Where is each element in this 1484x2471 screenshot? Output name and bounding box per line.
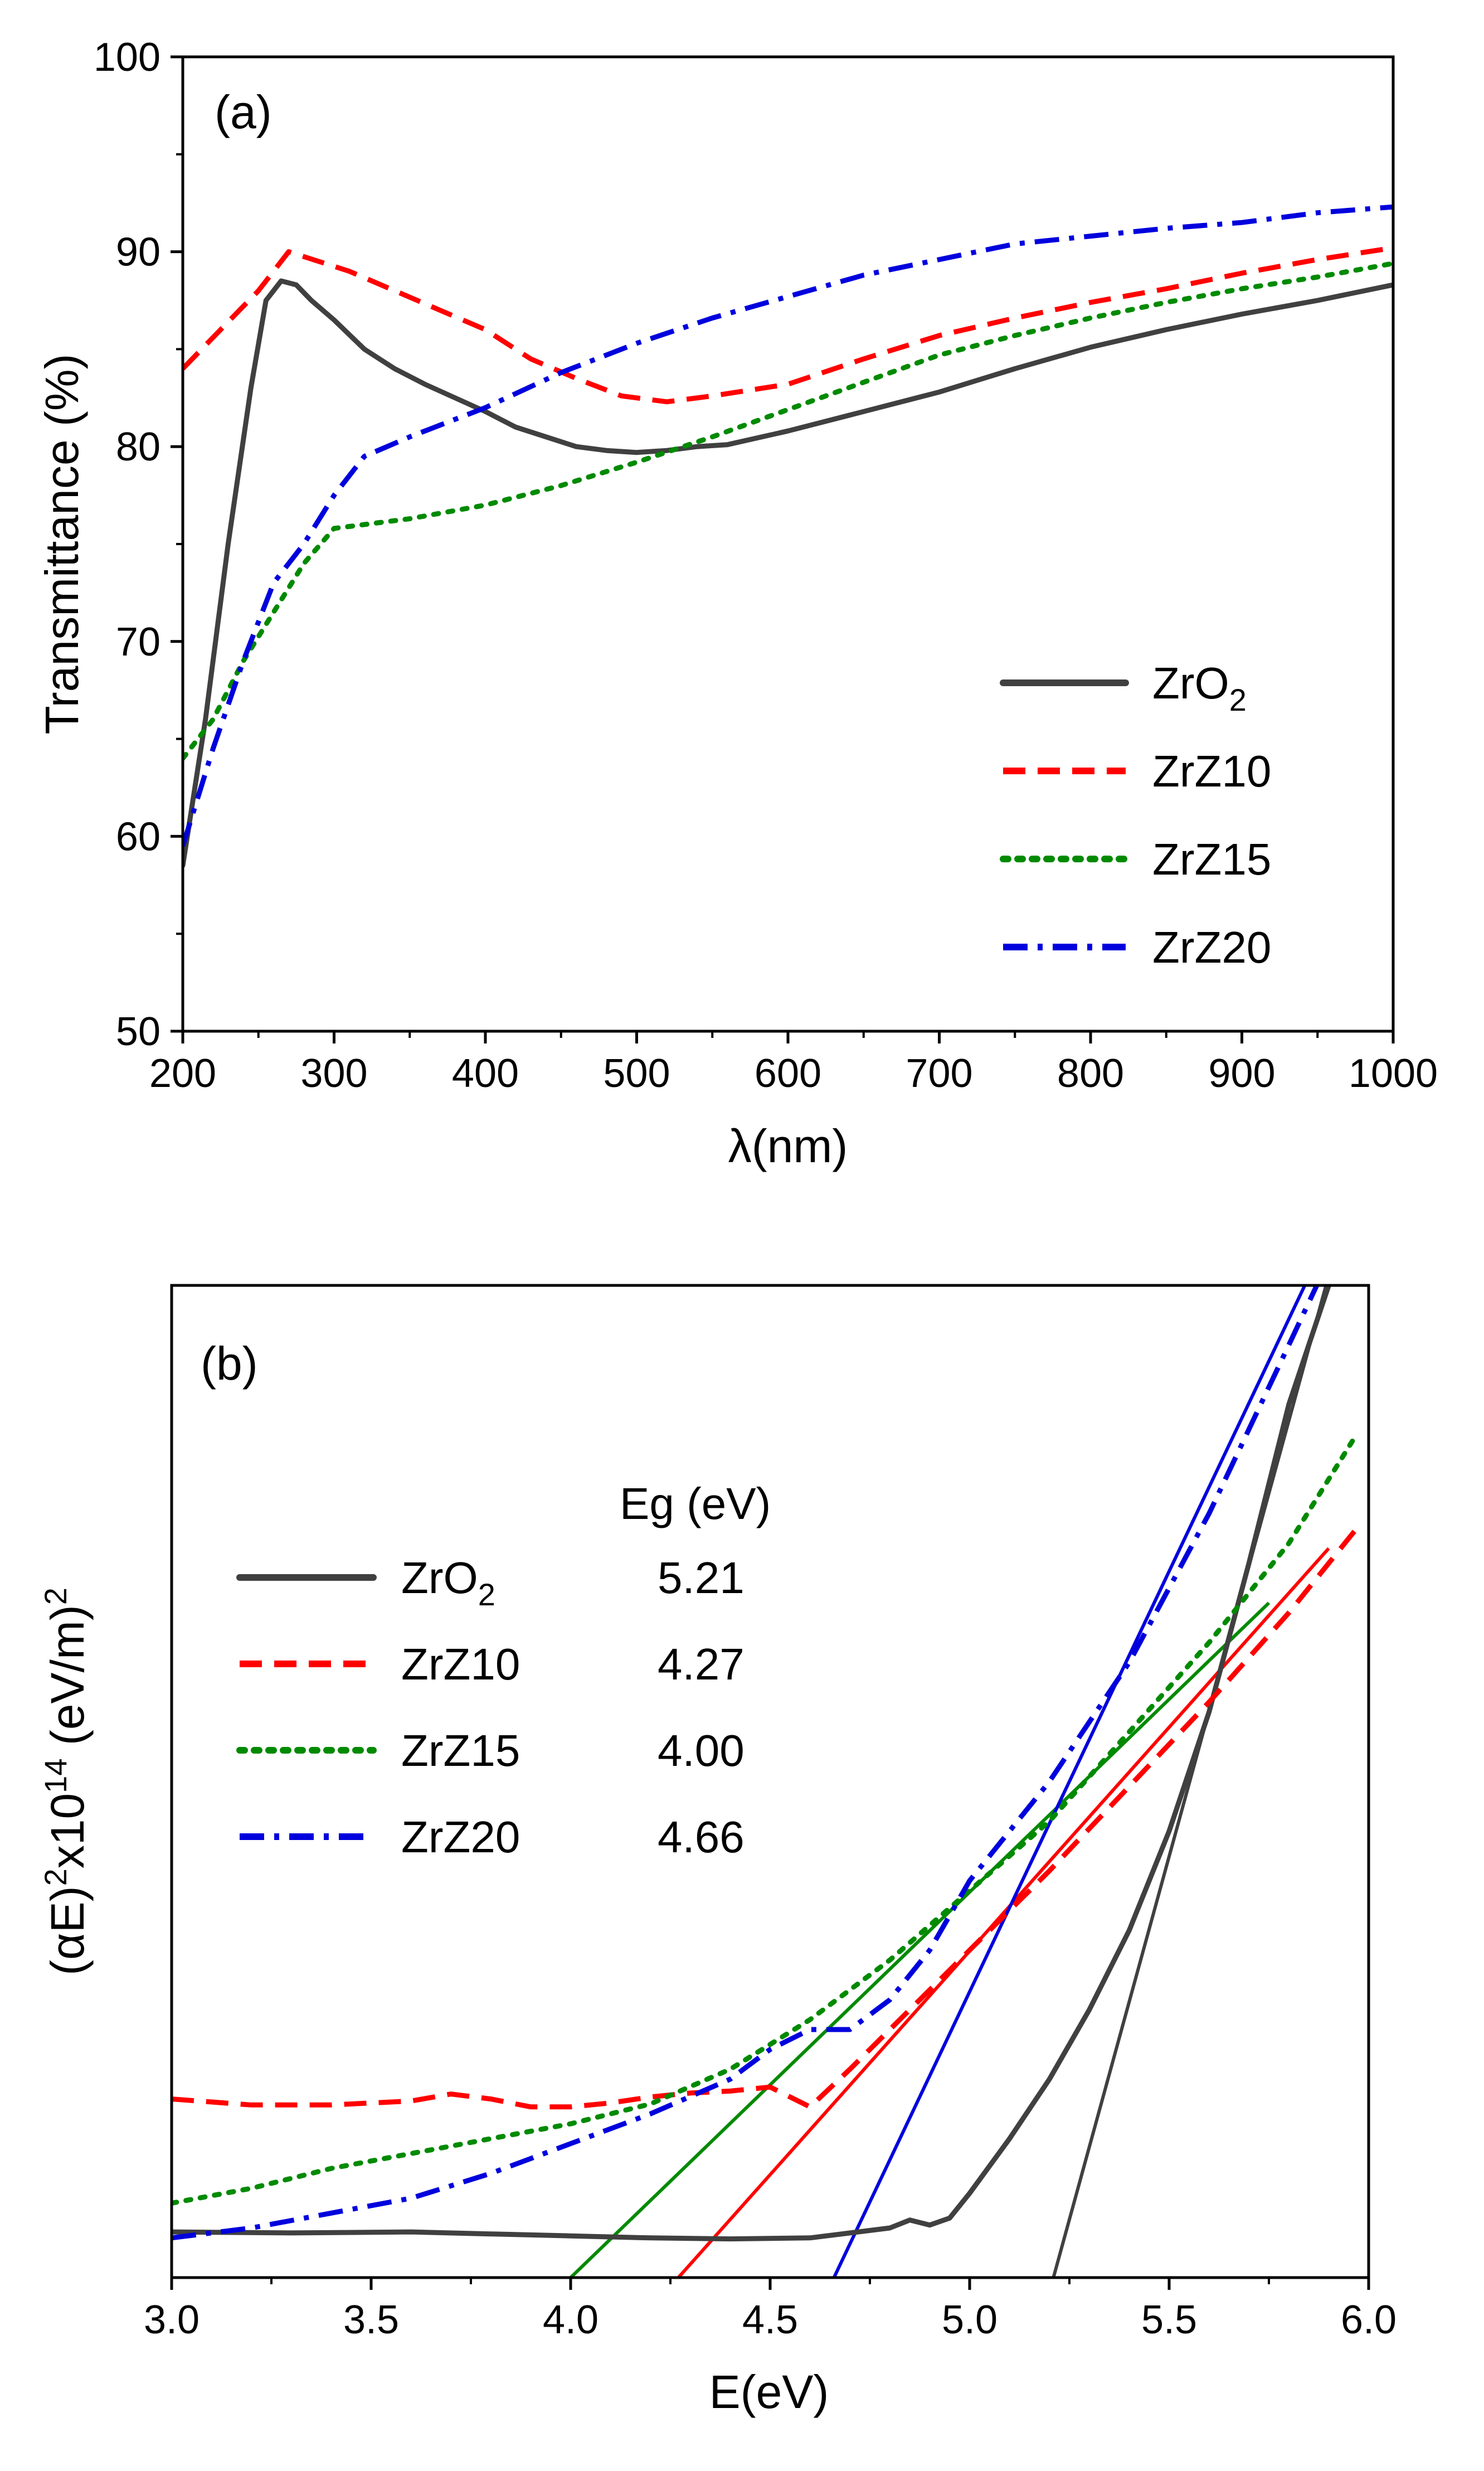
panel-a-y-axis-title: Transmittance (%) (36, 353, 88, 734)
x-tick-label: 3.0 (144, 2298, 200, 2342)
legend-label-main: ZrZ20 (1152, 923, 1271, 972)
panel-a-label: (a) (215, 86, 272, 138)
legend-label-main: ZrZ20 (401, 1812, 520, 1862)
legend-label-main: ZrZ15 (401, 1726, 520, 1775)
legend-label-main: ZrO (401, 1553, 478, 1603)
panel-b-y-axis-title: (αE)2x1014 (eV/m)2 (38, 1588, 94, 1975)
legend-label-zrz10: ZrZ10 (401, 1639, 520, 1689)
y-title-part-2: x10 (41, 1793, 94, 1868)
y-tick-label: 60 (116, 814, 160, 859)
x-tick-label: 600 (755, 1051, 821, 1096)
x-tick-label: 700 (906, 1051, 972, 1096)
x-tick-label: 1000 (1349, 1051, 1438, 1096)
panel-a-ticks: 200 300 400 500 600 700 800 900 1000 50 60 70 80 90 10… (94, 35, 1438, 1096)
legend-label-zrz10: ZrZ10 (1152, 746, 1271, 796)
legend-label-subscript: 2 (1229, 682, 1247, 717)
x-tick-label: 6.0 (1341, 2298, 1397, 2342)
panel-b-label: (b) (201, 1337, 258, 1390)
x-tick-label: 400 (452, 1051, 519, 1096)
x-tick-label: 5.5 (1141, 2298, 1197, 2342)
x-tick-label: 800 (1057, 1051, 1124, 1096)
legend-label-zro2: ZrO2 (1152, 658, 1247, 717)
y-title-part-1: (αE) (41, 1886, 94, 1975)
legend-label-zrz15: ZrZ15 (1152, 834, 1271, 884)
legend-label-zrz20: ZrZ20 (401, 1812, 520, 1862)
series-line-zrz10 (172, 1527, 1359, 2110)
panel-b-tauc-plot: 3.0 3.5 4.0 4.5 5.0 5.5 6.0 (b) E(eV) (αE)2x10… (38, 1284, 1397, 2418)
series-line-zro2 (172, 1285, 1331, 2242)
eg-value-zrz20: 4.66 (658, 1812, 745, 1862)
y-tick-label: 100 (94, 35, 160, 80)
y-title-sup-2: 14 (38, 1759, 73, 1793)
fit-line-zro2 (1052, 1285, 1328, 2278)
eg-value-zrz15: 4.00 (658, 1726, 745, 1775)
x-tick-label: 200 (149, 1051, 216, 1096)
x-tick-label: 3.5 (343, 2298, 399, 2342)
legend-label-zro2: ZrO2 (401, 1553, 495, 1612)
x-tick-label: 300 (300, 1051, 367, 1096)
x-tick-label: 4.0 (543, 2298, 599, 2342)
x-tick-label: 4.5 (742, 2298, 798, 2342)
eg-value-zrz10: 4.27 (658, 1639, 745, 1689)
series-line-zrz20 (183, 204, 1393, 847)
panel-b-ticks: 3.0 3.5 4.0 4.5 5.0 5.5 6.0 (144, 2278, 1397, 2342)
y-title-sup-3: 2 (38, 1588, 73, 1605)
legend-label-main: ZrO (1152, 658, 1229, 708)
legend-label-main: ZrZ10 (401, 1639, 520, 1689)
legend-label-main: ZrZ10 (1152, 746, 1271, 796)
panel-b-legend: ZrO2 5.21 ZrZ10 4.27 ZrZ15 4.00 ZrZ20 4.66 (236, 1553, 745, 1862)
panel-b-plot-area (172, 1285, 1359, 2278)
y-title-part-3: (eV/m) (41, 1605, 94, 1758)
x-tick-label: 500 (603, 1051, 670, 1096)
y-tick-label: 70 (116, 620, 160, 664)
fit-line-zrz20 (832, 1285, 1307, 2278)
panel-a-plot-area (183, 204, 1393, 868)
y-tick-label: 90 (116, 230, 160, 275)
legend-label-subscript: 2 (478, 1577, 495, 1612)
series-line-zro2 (183, 278, 1393, 868)
eg-value-zro2: 5.21 (658, 1553, 745, 1603)
legend-label-main: ZrZ15 (1152, 834, 1271, 884)
y-tick-label: 50 (116, 1009, 160, 1054)
x-tick-label: 5.0 (942, 2298, 998, 2342)
panel-a-x-axis-title: λ(nm) (728, 1120, 848, 1172)
fit-line-zrz15 (569, 1601, 1271, 2278)
x-tick-label: 900 (1208, 1051, 1275, 1096)
y-title-sup-1: 2 (38, 1868, 73, 1886)
panel-b-x-axis-title: E(eV) (709, 2366, 829, 2418)
legend-label-zrz15: ZrZ15 (401, 1726, 520, 1775)
legend-label-zrz20: ZrZ20 (1152, 923, 1271, 972)
series-line-zrz10 (183, 245, 1393, 405)
eg-header: Eg (eV) (620, 1479, 771, 1528)
y-tick-label: 80 (116, 425, 160, 469)
panel-a-frame (181, 55, 1395, 1033)
series-line-zrz15 (172, 1431, 1359, 2206)
series-line-zrz15 (183, 261, 1393, 761)
panel-a-transmittance-chart: 200 300 400 500 600 700 800 900 1000 50 60 70 80 90 10… (36, 35, 1438, 1172)
panel-a-legend: ZrO2 ZrZ10 ZrZ15 ZrZ20 (1000, 658, 1271, 972)
